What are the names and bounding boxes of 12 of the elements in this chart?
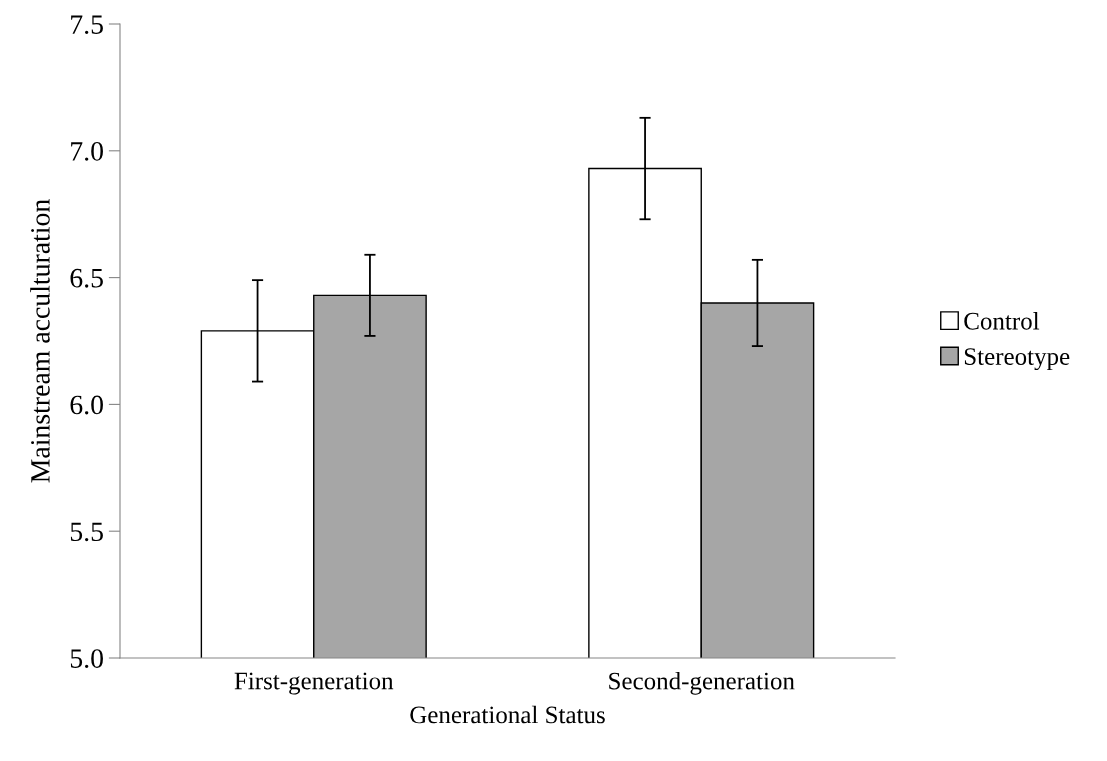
y-tick-label: 7.5 — [71, 15, 103, 35]
legend-label: Control — [964, 312, 1040, 330]
y-tick-label: 5.5 — [70, 522, 103, 542]
y-axis-title: Mainstream acculturation — [30, 199, 50, 483]
y-tick-label: 6.5 — [70, 268, 103, 288]
y-tick-label: 6.0 — [70, 395, 103, 415]
x-tick-label: Second-generation — [609, 671, 795, 695]
y-tick-label: 5.0 — [70, 649, 103, 669]
legend-label: Stereotype — [964, 348, 1070, 371]
x-axis-title: Generational Status — [410, 705, 605, 724]
x-tick-label: First-generation — [234, 672, 394, 695]
y-tick-label: 7.0 — [71, 141, 103, 161]
